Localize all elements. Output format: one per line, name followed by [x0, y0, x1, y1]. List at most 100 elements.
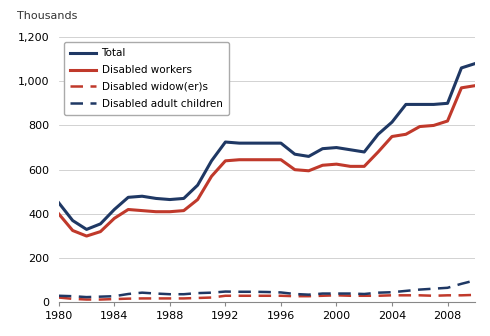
Total	[181, 197, 187, 201]
Line: Disabled workers: Disabled workers	[59, 86, 475, 236]
Disabled adult children	[292, 292, 298, 296]
Line: Total: Total	[59, 64, 475, 229]
Disabled adult children	[111, 294, 117, 298]
Line: Disabled adult children: Disabled adult children	[59, 280, 475, 297]
Total	[278, 141, 284, 145]
Disabled adult children	[125, 292, 131, 296]
Total	[70, 218, 75, 222]
Disabled workers	[111, 216, 117, 220]
Total	[264, 141, 270, 145]
Disabled widow(er)s	[361, 294, 367, 298]
Total	[292, 152, 298, 156]
Disabled adult children	[375, 291, 381, 295]
Disabled adult children	[278, 290, 284, 294]
Disabled workers	[472, 84, 478, 88]
Disabled widow(er)s	[459, 293, 465, 297]
Disabled adult children	[250, 290, 256, 294]
Disabled workers	[431, 123, 437, 127]
Disabled adult children	[195, 291, 200, 295]
Disabled widow(er)s	[181, 296, 187, 300]
Disabled workers	[84, 234, 90, 238]
Disabled adult children	[70, 294, 75, 298]
Total	[375, 132, 381, 136]
Disabled adult children	[334, 292, 340, 296]
Total	[84, 227, 90, 232]
Disabled widow(er)s	[334, 293, 340, 297]
Disabled widow(er)s	[250, 294, 256, 298]
Disabled widow(er)s	[56, 296, 62, 300]
Disabled adult children	[361, 292, 367, 296]
Disabled workers	[181, 209, 187, 213]
Disabled workers	[306, 169, 312, 173]
Disabled adult children	[264, 290, 270, 294]
Total	[459, 66, 465, 70]
Disabled workers	[250, 158, 256, 162]
Disabled widow(er)s	[431, 294, 437, 298]
Total	[444, 101, 450, 105]
Disabled workers	[98, 229, 103, 234]
Disabled workers	[195, 198, 200, 202]
Disabled widow(er)s	[403, 293, 409, 297]
Disabled adult children	[319, 292, 325, 296]
Disabled workers	[417, 125, 423, 129]
Legend: Total, Disabled workers, Disabled widow(er)s, Disabled adult children: Total, Disabled workers, Disabled widow(…	[64, 42, 229, 115]
Total	[347, 148, 353, 152]
Total	[209, 159, 215, 163]
Disabled workers	[167, 210, 173, 214]
Total	[389, 120, 395, 124]
Disabled widow(er)s	[222, 294, 228, 298]
Disabled adult children	[153, 292, 159, 296]
Total	[111, 207, 117, 212]
Disabled adult children	[181, 292, 187, 296]
Total	[319, 146, 325, 151]
Total	[250, 141, 256, 145]
Disabled adult children	[431, 287, 437, 291]
Disabled workers	[209, 174, 215, 178]
Disabled widow(er)s	[70, 297, 75, 301]
Disabled adult children	[139, 291, 145, 295]
Disabled workers	[236, 158, 242, 162]
Disabled workers	[264, 158, 270, 162]
Disabled workers	[139, 209, 145, 213]
Total	[417, 102, 423, 107]
Disabled widow(er)s	[139, 296, 145, 300]
Disabled adult children	[347, 292, 353, 296]
Disabled adult children	[236, 290, 242, 294]
Disabled workers	[389, 134, 395, 138]
Text: Thousands: Thousands	[17, 11, 77, 21]
Disabled workers	[70, 228, 75, 233]
Disabled widow(er)s	[167, 296, 173, 300]
Disabled workers	[403, 132, 409, 136]
Disabled widow(er)s	[444, 293, 450, 297]
Disabled adult children	[403, 289, 409, 293]
Disabled widow(er)s	[209, 296, 215, 300]
Disabled adult children	[167, 292, 173, 296]
Disabled widow(er)s	[278, 294, 284, 298]
Disabled widow(er)s	[153, 296, 159, 300]
Disabled adult children	[306, 293, 312, 297]
Disabled workers	[292, 168, 298, 172]
Disabled widow(er)s	[98, 297, 103, 301]
Disabled adult children	[459, 282, 465, 286]
Disabled widow(er)s	[264, 294, 270, 298]
Disabled adult children	[389, 290, 395, 294]
Disabled widow(er)s	[319, 294, 325, 298]
Total	[361, 150, 367, 154]
Disabled workers	[278, 158, 284, 162]
Disabled widow(er)s	[306, 294, 312, 298]
Disabled adult children	[98, 295, 103, 299]
Disabled workers	[347, 164, 353, 168]
Disabled widow(er)s	[292, 294, 298, 298]
Disabled widow(er)s	[472, 293, 478, 297]
Disabled adult children	[444, 286, 450, 290]
Disabled workers	[153, 210, 159, 214]
Disabled widow(er)s	[417, 293, 423, 297]
Disabled widow(er)s	[347, 294, 353, 298]
Disabled workers	[125, 207, 131, 212]
Total	[306, 154, 312, 158]
Total	[98, 222, 103, 226]
Disabled widow(er)s	[111, 297, 117, 301]
Disabled widow(er)s	[125, 297, 131, 301]
Disabled widow(er)s	[195, 296, 200, 300]
Disabled workers	[459, 86, 465, 90]
